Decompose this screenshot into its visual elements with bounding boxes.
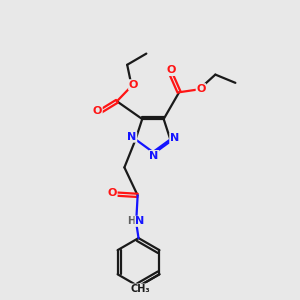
Text: N: N [149,151,159,160]
Text: N: N [135,216,144,226]
Text: O: O [129,80,138,90]
Text: N: N [170,133,179,143]
Text: N: N [128,132,137,142]
Text: O: O [196,84,206,94]
Text: O: O [93,106,102,116]
Text: O: O [166,65,176,76]
Text: CH₃: CH₃ [131,284,150,294]
Text: H: H [127,216,135,226]
Text: O: O [108,188,117,198]
